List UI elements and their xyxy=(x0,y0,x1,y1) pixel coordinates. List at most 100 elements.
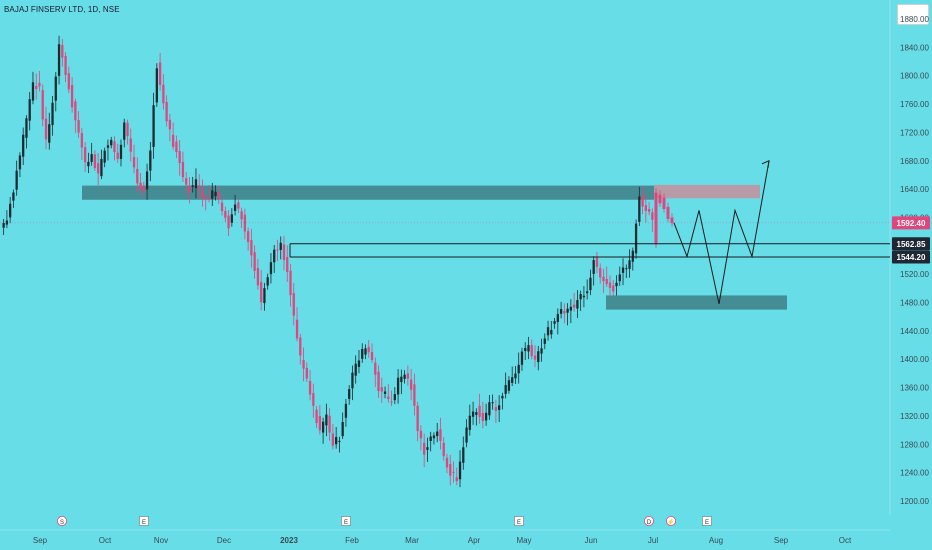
candle-body xyxy=(103,150,106,163)
candle-body xyxy=(83,147,87,163)
level-badge-text: 1544.20 xyxy=(897,253,926,262)
candle-body xyxy=(612,285,615,292)
candle-body xyxy=(217,192,220,199)
candle-body xyxy=(621,267,625,273)
candle-body xyxy=(484,412,488,421)
candle-body xyxy=(162,84,165,104)
supply-zone-recent xyxy=(654,184,760,199)
candle-body xyxy=(370,352,374,361)
candle-body xyxy=(595,256,599,267)
candle-body xyxy=(569,306,573,311)
candle-body xyxy=(31,82,35,101)
candle-body xyxy=(520,351,524,365)
candle-body xyxy=(511,377,514,383)
event-marker-label: S xyxy=(60,520,64,526)
candle-body xyxy=(181,161,185,178)
toolbar-box[interactable] xyxy=(897,4,929,25)
candle-body xyxy=(211,190,214,199)
candle-body xyxy=(220,202,224,212)
candle-body xyxy=(589,277,592,291)
candle-body xyxy=(87,161,90,167)
y-tick-label: 1440.00 xyxy=(900,327,929,336)
candle-body xyxy=(97,163,100,174)
candle-body xyxy=(501,395,504,399)
candle-body xyxy=(41,90,44,120)
candle-body xyxy=(266,277,269,286)
y-tick-label: 1280.00 xyxy=(900,440,929,449)
candle-body xyxy=(246,231,250,243)
candle-body xyxy=(471,411,475,417)
candle-body xyxy=(237,202,240,209)
candle-body xyxy=(662,197,666,209)
candle-body xyxy=(315,409,318,424)
candle-body xyxy=(608,282,612,288)
candle-body xyxy=(263,288,266,304)
y-tick-label: 1640.00 xyxy=(900,185,929,194)
candle-body xyxy=(35,85,38,89)
candle-body xyxy=(70,85,74,108)
candle-body xyxy=(61,45,64,58)
candle-body xyxy=(260,281,263,303)
candle-body xyxy=(416,405,419,432)
candle-body xyxy=(351,372,354,389)
candle-body xyxy=(429,436,432,441)
candle-body xyxy=(390,401,393,403)
candle-body xyxy=(354,363,357,376)
y-tick-label: 1480.00 xyxy=(900,299,929,308)
candle-body xyxy=(338,440,341,442)
candle-body xyxy=(227,215,230,229)
candle-body xyxy=(651,212,654,220)
candle-body xyxy=(465,427,468,443)
y-tick-label: 1720.00 xyxy=(900,128,929,137)
candle-body xyxy=(93,154,97,168)
event-marker xyxy=(702,516,712,526)
candle-body xyxy=(344,403,348,418)
candle-body xyxy=(256,267,260,286)
candle-body xyxy=(110,139,113,146)
candle-body xyxy=(48,124,51,143)
candle-body xyxy=(364,348,367,355)
candle-body xyxy=(142,185,145,192)
y-tick-label: 1760.00 xyxy=(900,100,929,109)
candle-body xyxy=(658,194,662,204)
candle-body xyxy=(64,56,67,75)
event-marker-label: E xyxy=(344,520,348,526)
candle-body xyxy=(119,144,123,159)
candle-body xyxy=(514,373,517,379)
candle-body xyxy=(374,362,377,375)
level-badge xyxy=(892,237,930,251)
candle-body xyxy=(403,374,406,379)
event-marker-label: E xyxy=(142,520,146,526)
candle-body xyxy=(12,192,15,201)
candle-body xyxy=(305,367,308,379)
candle-body xyxy=(618,274,621,282)
candle-body xyxy=(380,387,383,392)
y-tick-label: 1800.00 xyxy=(900,72,929,81)
candle-body xyxy=(243,214,247,232)
candle-body xyxy=(126,122,129,137)
candle-body xyxy=(276,249,279,251)
candle-body xyxy=(605,278,608,285)
candle-body xyxy=(566,308,569,313)
candle-body xyxy=(113,141,116,153)
y-tick-label: 1520.00 xyxy=(900,270,929,279)
candle-body xyxy=(194,179,198,189)
candle-body xyxy=(74,101,77,121)
candle-body xyxy=(139,182,142,190)
candle-body xyxy=(67,73,70,90)
candle-body xyxy=(396,377,400,395)
event-marker-label: E xyxy=(705,520,709,526)
candle-body xyxy=(654,192,658,245)
candle-body xyxy=(481,412,484,422)
x-tick-label: Dec xyxy=(217,536,231,545)
candle-body xyxy=(172,134,175,147)
candle-body xyxy=(409,379,413,390)
candle-body xyxy=(383,391,387,394)
candle-body xyxy=(136,168,139,184)
candle-body xyxy=(423,442,426,455)
x-tick-label: Apr xyxy=(468,536,481,545)
candle-body xyxy=(175,141,178,153)
candle-body xyxy=(491,402,494,404)
candle-body xyxy=(282,244,286,261)
